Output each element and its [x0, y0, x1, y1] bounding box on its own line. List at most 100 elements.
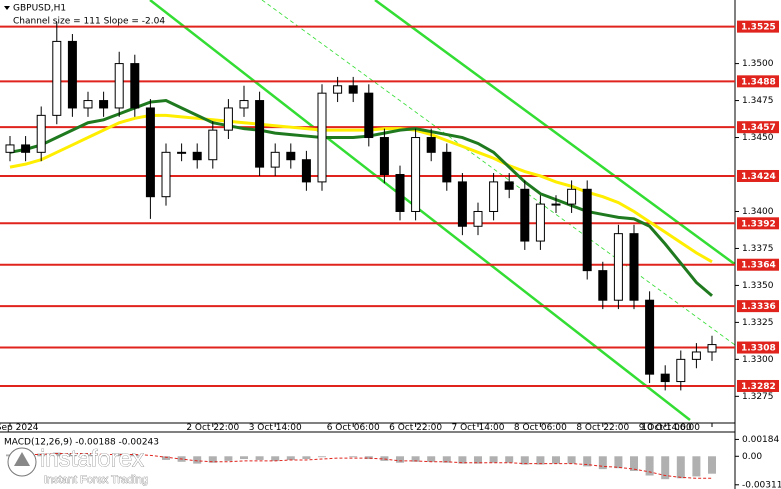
level-label: 1.3308: [741, 344, 776, 354]
candle-body: [255, 100, 265, 168]
x-tick-label: 8 Oct 22:00: [576, 423, 629, 433]
logo-mark: [14, 452, 30, 466]
candle-body: [411, 137, 421, 212]
x-tick-label: 6 Oct 06:00: [327, 423, 380, 433]
macd-bar: [676, 456, 685, 479]
y-tick-label: 1.3450: [742, 133, 774, 143]
y-tick-label: -0.00311: [742, 480, 781, 489]
macd-bar: [567, 456, 576, 464]
level-box: [737, 20, 779, 33]
candle-body: [598, 270, 608, 301]
level-label: 1.3364: [741, 261, 776, 271]
candle-body: [239, 100, 249, 109]
candle-body: [5, 144, 15, 153]
macd-bar: [427, 456, 436, 462]
y-tick-label: 1.3300: [742, 355, 774, 365]
x-tick-label: 9 Oct 14:00: [639, 423, 692, 433]
level-label: 1.3282: [741, 382, 776, 392]
moving-average: [9, 99, 713, 297]
candle-body: [535, 203, 545, 242]
macd-bar: [193, 456, 202, 464]
macd-bar: [645, 456, 654, 476]
y-tick-label: 1.3375: [742, 244, 774, 254]
level-box: [737, 121, 779, 134]
macd-bar: [583, 456, 592, 467]
candle-body: [36, 114, 46, 153]
candle-body: [395, 174, 405, 212]
macd-bar: [349, 456, 358, 458]
level-box: [737, 75, 779, 88]
level-box: [737, 341, 779, 354]
chart-subtitle: Channel size = 111 Slope = -2.04: [13, 17, 165, 27]
candle-body: [567, 188, 577, 205]
x-tick-label: 3 Oct 14:00: [249, 423, 302, 433]
candle-body: [223, 107, 233, 131]
macd-bar: [318, 456, 326, 458]
candle-body: [52, 40, 62, 116]
macd-bar: [396, 456, 404, 463]
y-tick-label: 1.3400: [742, 207, 774, 217]
candle-body: [67, 40, 77, 109]
brand: instaforex: [40, 445, 144, 472]
candle-body: [551, 203, 561, 206]
candle-body: [192, 151, 202, 161]
candle-body: [301, 159, 311, 183]
candle-body: [83, 100, 93, 109]
candle-body: [660, 373, 670, 383]
x-tick-label: 6 Oct 22:00: [389, 423, 442, 433]
y-tick-label: 1.3350: [742, 281, 774, 291]
level-label: 1.3525: [741, 23, 776, 33]
macd-bar: [380, 456, 389, 461]
channel-mid: [261, 0, 735, 346]
candle-body: [676, 358, 686, 383]
candle-body: [177, 151, 187, 154]
candle-body: [270, 151, 280, 168]
level-label: 1.3488: [741, 77, 776, 87]
macd-bar: [52, 452, 61, 457]
candle-body: [520, 188, 530, 242]
candle-body: [457, 181, 467, 227]
macd-bar: [162, 456, 170, 460]
y-tick-label: 1.3275: [742, 392, 774, 402]
candle-body: [364, 92, 374, 139]
macd-bar: [552, 456, 560, 464]
x-tick-label: 8 Oct 06:00: [514, 423, 567, 433]
menu-icon: [4, 6, 10, 10]
candle-body: [629, 233, 639, 301]
y-tick-label: 0.00: [742, 452, 762, 462]
macd-bar: [661, 456, 670, 480]
candle-body: [379, 137, 389, 176]
candle-body: [613, 233, 623, 301]
candle-body: [473, 210, 483, 227]
y-tick-label: 1.3500: [742, 59, 774, 69]
candle-body: [161, 151, 171, 198]
moving-average: [9, 113, 713, 264]
level-label: 1.3457: [741, 123, 776, 133]
macd-bar: [598, 456, 607, 470]
candle-body: [145, 107, 155, 198]
x-tick-label: 10 Oct 06:00: [641, 423, 700, 433]
macd-bar: [208, 456, 217, 463]
candle-body: [707, 344, 717, 353]
candle-body: [99, 100, 109, 109]
level-box: [737, 300, 779, 313]
macd-bar: [255, 456, 264, 460]
macd-bar: [130, 454, 139, 457]
candle-body: [114, 63, 124, 109]
y-tick-label: 1.3325: [742, 318, 774, 328]
y-tick-label: 1.3475: [742, 96, 774, 106]
candle-body: [208, 129, 218, 161]
macd-bar: [614, 456, 623, 469]
candle-body: [317, 92, 327, 183]
candle-body: [645, 299, 655, 375]
macd-bar: [240, 456, 248, 460]
macd-bar: [99, 454, 108, 457]
candle-body: [426, 137, 436, 153]
level-box: [737, 217, 779, 230]
y-tick-label: 0.00184: [742, 435, 779, 445]
candle-body: [21, 144, 31, 153]
macd-signal: [9, 453, 712, 479]
macd-bar: [68, 453, 77, 457]
macd-bar: [692, 456, 701, 477]
